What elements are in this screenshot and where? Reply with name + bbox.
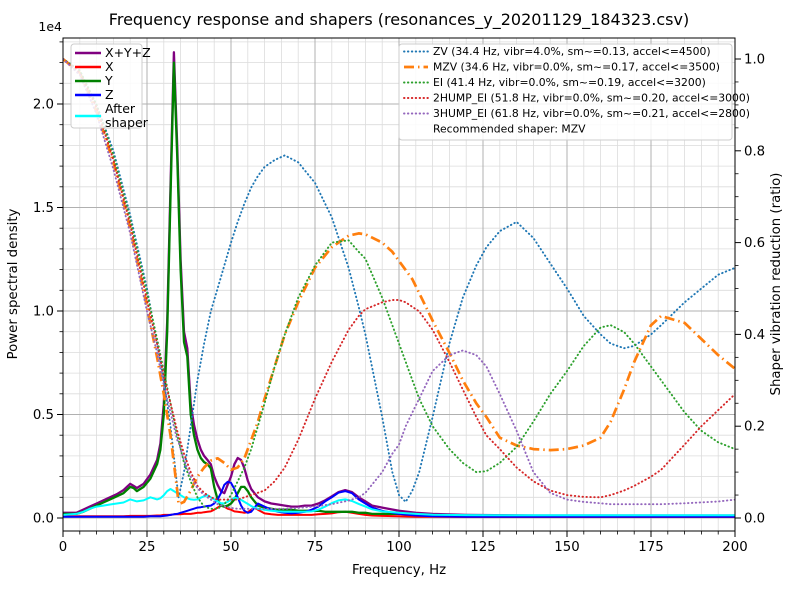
legend-shapers: ZV (34.4 Hz, vibr=4.0%, sm~=0.13, accel<… — [398, 43, 750, 141]
curve-3hump-ei — [63, 58, 735, 510]
legend-shaper-label: 2HUMP_EI (51.8 Hz, vibr=0.0%, sm~=0.20, … — [433, 92, 750, 105]
curve-mzv — [63, 57, 735, 506]
curve-2hump-ei — [63, 58, 735, 501]
x-axis-label: Frequency, Hz — [352, 563, 446, 578]
x-tick-label: 0 — [59, 540, 67, 555]
curve-after-shaper — [63, 488, 735, 517]
x-tick-label: 175 — [638, 540, 663, 555]
y-right-tick-label: 1.0 — [744, 53, 765, 68]
curve-z — [63, 480, 735, 518]
x-tick-label: 100 — [386, 540, 411, 555]
x-tick-label: 25 — [139, 540, 156, 555]
legend-psd-label: After — [105, 101, 136, 116]
y-left-tick-label: 1.5 — [33, 201, 54, 216]
legend-psd-label: Z — [105, 87, 114, 102]
x-tick-label: 75 — [307, 540, 324, 555]
legend-psd-label: shaper — [105, 115, 149, 130]
y-right-tick-label: 0.2 — [744, 420, 765, 435]
x-tick-label: 200 — [722, 540, 747, 555]
y-left-tick-label: 0.0 — [33, 512, 54, 527]
y-left-tick-label: 2.0 — [33, 98, 54, 113]
y-right-tick-label: 0.0 — [744, 512, 765, 527]
y-right-tick-label: 0.8 — [744, 144, 765, 159]
data-curves — [63, 51, 735, 518]
x-tick-label: 125 — [470, 540, 495, 555]
y-left-tick-label: 1.0 — [33, 305, 54, 320]
y-left-axis-label: Power spectral density — [6, 208, 21, 359]
axis-ticks: 0 25 50 75 100 125 150 175 200 0.0 0.5 1.0 1.5 2.0 0.0… — [33, 41, 765, 555]
y-right-tick-label: 0.4 — [744, 328, 765, 343]
y-right-axis-label: Shaper vibration reduction (ratio) — [769, 173, 784, 396]
curve-ei — [63, 58, 735, 510]
legend-recommended-shaper: Recommended shaper: MZV — [433, 123, 586, 136]
legend-shaper-label: 3HUMP_EI (61.8 Hz, vibr=0.0%, sm~=0.21, … — [433, 107, 750, 120]
y-left-tick-label: 0.5 — [33, 408, 54, 423]
legend-psd-box — [70, 43, 143, 129]
chart-title: Frequency response and shapers (resonanc… — [109, 10, 689, 30]
y-right-tick-label: 0.6 — [744, 236, 765, 251]
legend-shaper-label: ZV (34.4 Hz, vibr=4.0%, sm~=0.13, accel<… — [433, 45, 711, 58]
curve-y — [63, 61, 735, 518]
legend-psd-label: X+Y+Z — [105, 45, 151, 60]
y-axis-offset-text: 1e4 — [38, 19, 62, 34]
legend-shaper-label: EI (41.4 Hz, vibr=0.0%, sm~=0.19, accel<… — [433, 76, 706, 89]
legend-shaper-label: MZV (34.6 Hz, vibr=0.0%, sm~=0.17, accel… — [433, 61, 720, 74]
x-tick-label: 150 — [554, 540, 579, 555]
legend-psd-label: Y — [104, 73, 113, 88]
legend-shapers-box — [398, 43, 733, 141]
curve-x-y-z — [63, 51, 735, 517]
x-tick-label: 50 — [223, 540, 240, 555]
legend-psd-label: X — [105, 59, 114, 74]
